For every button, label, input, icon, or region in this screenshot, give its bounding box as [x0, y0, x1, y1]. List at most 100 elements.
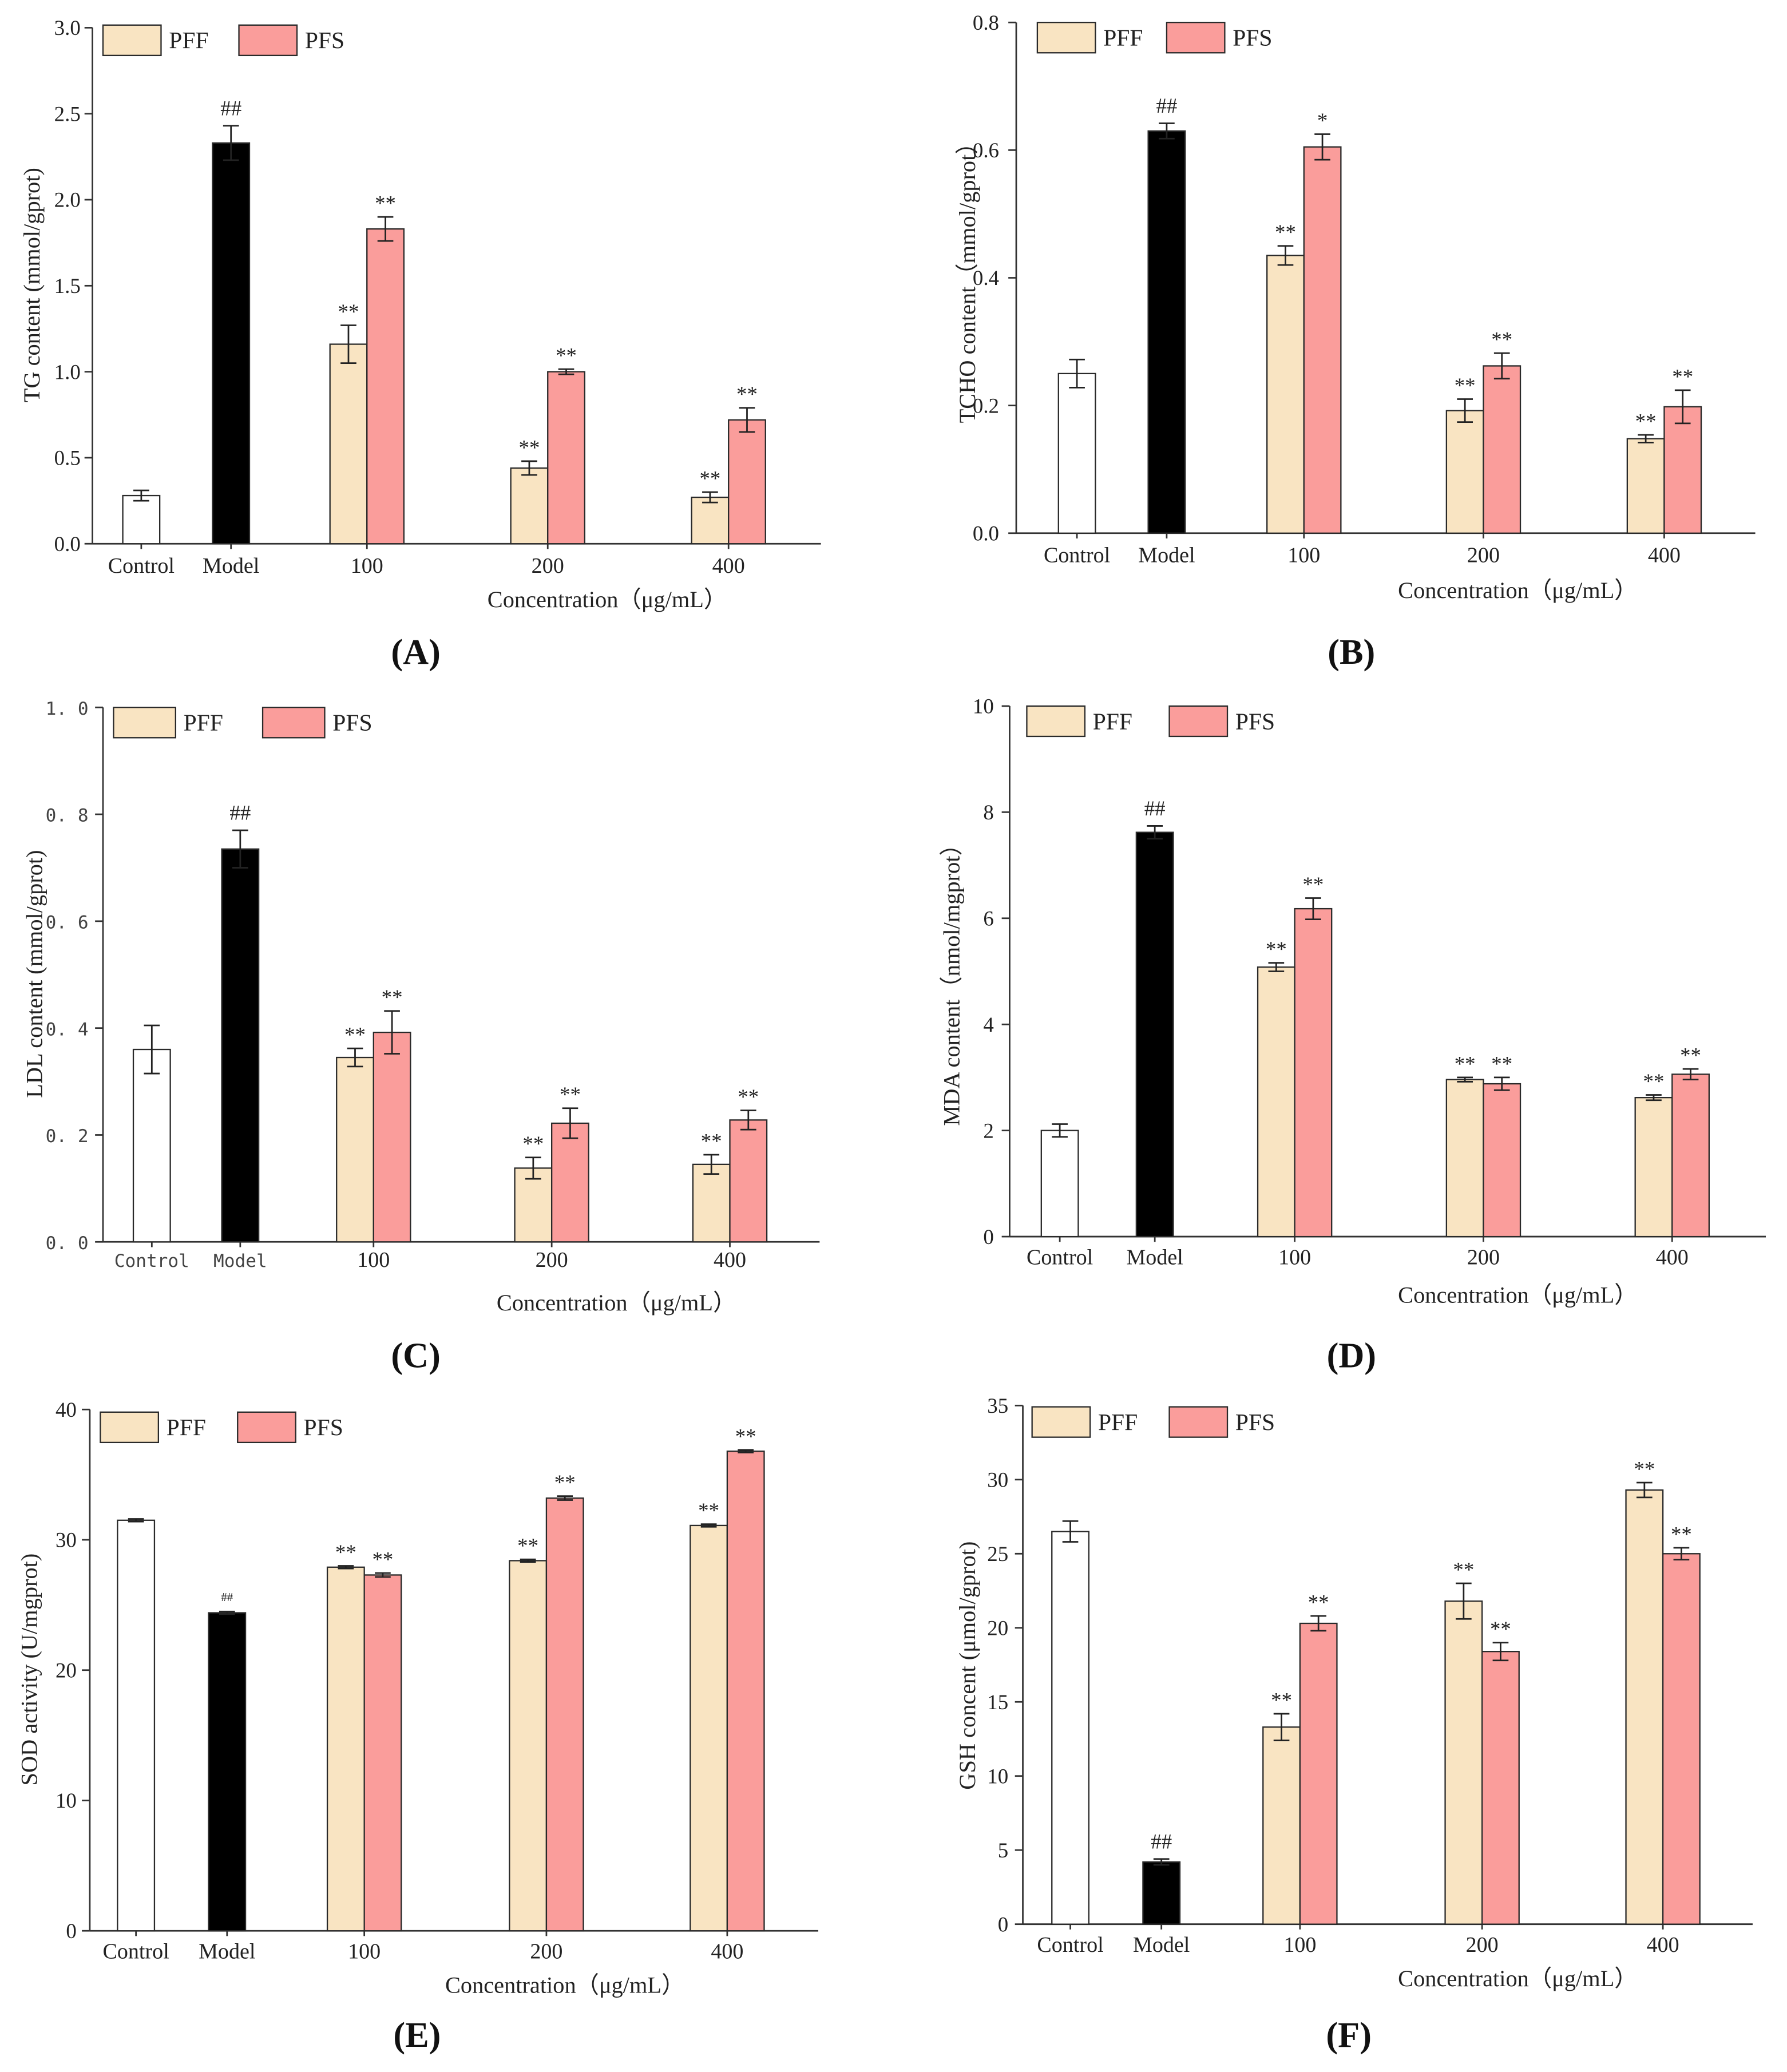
y-tick-label: 10 [987, 1764, 1008, 1788]
y-tick-label: 0. 4 [46, 1019, 89, 1040]
bar-pfs-400 [1663, 406, 1702, 534]
error-bar-model-model [219, 1610, 235, 1615]
legend-swatch-pff [1036, 22, 1096, 54]
x-axis-title: Concentration（μg/mL） [488, 587, 727, 612]
x-axis-title: Concentration（μg/mL） [1398, 1282, 1637, 1308]
error-bar-pff-100 [338, 1565, 354, 1570]
significance-mark: ** [1680, 1044, 1701, 1067]
panel-label: (E) [393, 2016, 441, 2055]
x-axis-title: Concentration（μg/mL） [1398, 577, 1637, 603]
y-tick-label: 0.4 [973, 266, 999, 290]
bar-pff-100 [1266, 255, 1305, 534]
bar-model-model [212, 142, 251, 545]
error-bar-pff-400 [700, 1523, 717, 1528]
significance-mark: ** [1302, 873, 1324, 896]
significance-mark: ## [1156, 94, 1177, 117]
y-tick-label: 20 [56, 1658, 77, 1682]
bar-model-model [1135, 831, 1174, 1238]
significance-mark: ** [1634, 1457, 1655, 1480]
bar-model-model [221, 848, 260, 1243]
bar-pfs-100 [363, 1574, 402, 1932]
legend-swatch-pff [100, 1411, 160, 1444]
y-tick-label: 30 [56, 1528, 77, 1552]
bar-pfs-400 [1662, 1553, 1701, 1925]
bar-model-model [1142, 1861, 1181, 1925]
error-bar-pfs-400 [738, 1449, 754, 1453]
significance-mark: ## [220, 96, 241, 120]
significance-mark: ** [1453, 1558, 1474, 1582]
error-bar-pff-100 [1273, 1713, 1290, 1741]
significance-mark: ** [1643, 1069, 1665, 1093]
bar-pfs-400 [1671, 1073, 1710, 1238]
x-tick-label-200: 200 [1467, 544, 1500, 568]
significance-mark: ## [229, 801, 251, 825]
x-axis-title: Concentration（μg/mL） [1398, 1966, 1637, 1991]
bar-control-control [117, 1519, 156, 1932]
error-bar-pfs-400 [1674, 389, 1691, 425]
y-tick-label: 0 [983, 1225, 993, 1249]
panel-label: (A) [391, 633, 440, 672]
bar-pff-400 [1634, 1096, 1673, 1238]
bar-pfs-200 [547, 371, 585, 545]
error-bar-pff-400 [702, 491, 718, 504]
significance-mark: * [1317, 109, 1328, 132]
panel-label: (B) [1328, 633, 1375, 672]
panel-d-mda-chart: 0 2 4 6 8 10 Control Model 100 200 400 ## ** ** ** ** **… [938, 695, 1766, 1375]
error-bar-pff-100 [1277, 245, 1294, 266]
significance-mark: ## [221, 1591, 233, 1604]
significance-mark: ** [735, 1424, 756, 1448]
legend-swatch-pfs [1166, 22, 1226, 54]
error-bar-model-model [223, 125, 239, 161]
error-bar-pfs-100 [1305, 897, 1321, 921]
bar-pfs-400 [728, 419, 766, 545]
bar-pff-400 [1626, 438, 1665, 534]
error-bar-pff-200 [1456, 1582, 1472, 1620]
significance-mark: ** [1491, 1052, 1512, 1075]
legend-swatch-pfs [1168, 1406, 1229, 1438]
y-tick-label: 0.6 [973, 138, 999, 162]
x-tick-label-100: 100 [351, 554, 383, 578]
error-bar-pfs-200 [562, 1107, 579, 1139]
error-bar-pff-100 [340, 324, 356, 364]
error-bar-control-control [144, 1024, 160, 1075]
significance-mark: ** [1308, 1590, 1329, 1614]
legend-swatch-pff [1026, 705, 1086, 738]
error-bar-model-model [1153, 1858, 1170, 1866]
error-bar-pfs-200 [1493, 352, 1510, 380]
bar-pfs-100 [373, 1031, 411, 1243]
y-tick-label: 8 [983, 801, 993, 824]
legend-swatch-pfs [1168, 705, 1229, 738]
x-tick-label-100: 100 [357, 1248, 390, 1272]
y-tick-label: 20 [987, 1616, 1008, 1639]
bar-pff-200 [514, 1167, 553, 1243]
legend-label-pfs: PFS [1233, 25, 1272, 51]
x-tick-label-control: Control [114, 1251, 189, 1271]
y-tick-label: 0. 6 [46, 913, 89, 933]
legend-swatch-pfs [238, 24, 298, 57]
y-tick-label: 3.0 [54, 16, 81, 39]
x-tick-label-model: Model [199, 1940, 255, 1964]
significance-mark: ** [375, 192, 396, 215]
y-tick-label: 30 [987, 1468, 1008, 1491]
y-tick-label: 1. 0 [46, 699, 89, 719]
bar-pfs-200 [550, 1122, 589, 1243]
y-tick-label: 40 [56, 1398, 77, 1421]
error-bar-pfs-200 [1492, 1642, 1509, 1662]
legend-label-pff: PFF [169, 27, 208, 53]
bar-control-control [122, 494, 161, 545]
y-tick-label: 0.8 [973, 11, 999, 34]
error-bar-pff-400 [703, 1154, 720, 1175]
legend-swatch-pff [102, 24, 162, 57]
y-tick-label: 6 [983, 906, 993, 930]
x-tick-label-400: 400 [711, 1940, 743, 1964]
bar-pff-200 [509, 1560, 548, 1932]
bar-pfs-100 [1303, 146, 1342, 534]
y-tick-label: 0 [66, 1919, 76, 1943]
y-tick-label: 2.0 [54, 188, 81, 212]
x-tick-label-control: Control [108, 554, 175, 578]
bar-pff-100 [329, 343, 368, 545]
bar-pfs-400 [729, 1119, 768, 1243]
y-axis-title: MDA content（nmol/mgprot） [938, 833, 964, 1126]
error-bar-pff-400 [1638, 434, 1654, 443]
